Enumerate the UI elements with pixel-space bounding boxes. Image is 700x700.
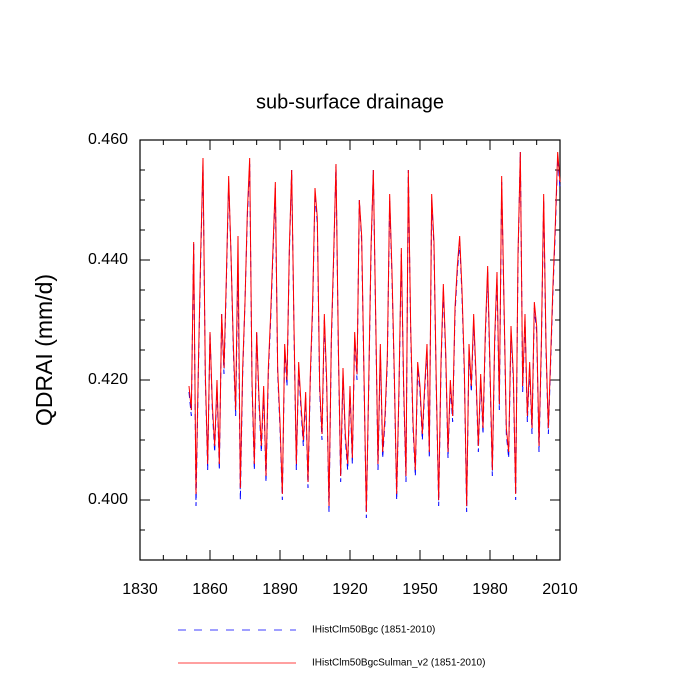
chart-title: sub-surface drainage xyxy=(256,91,444,113)
x-tick-label: 2010 xyxy=(542,581,578,598)
x-tick-label: 1920 xyxy=(332,581,368,598)
y-tick-label: 0.440 xyxy=(88,251,128,268)
legend-label: IHistClm50BgcSulman_v2 (1851-2010) xyxy=(312,658,485,669)
y-axis-label: QDRAI (mm/d) xyxy=(31,274,57,426)
y-tick-label: 0.420 xyxy=(88,371,128,388)
x-tick-label: 1890 xyxy=(262,581,298,598)
x-tick-label: 1830 xyxy=(122,581,158,598)
y-tick-label: 0.400 xyxy=(88,491,128,508)
legend-label: IHistClm50Bgc (1851-2010) xyxy=(312,625,435,636)
x-tick-label: 1980 xyxy=(472,581,508,598)
x-tick-label: 1950 xyxy=(402,581,438,598)
y-tick-label: 0.460 xyxy=(88,131,128,148)
series-line xyxy=(188,151,561,513)
x-tick-label: 1860 xyxy=(192,581,228,598)
